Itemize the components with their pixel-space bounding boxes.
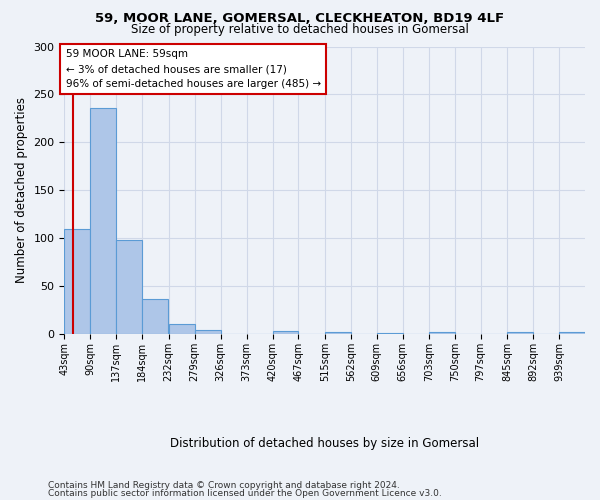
Text: Contains HM Land Registry data © Crown copyright and database right 2024.: Contains HM Land Registry data © Crown c… — [48, 481, 400, 490]
Bar — [272, 330, 298, 334]
Text: 59 MOOR LANE: 59sqm
← 3% of detached houses are smaller (17)
96% of semi-detache: 59 MOOR LANE: 59sqm ← 3% of detached hou… — [65, 50, 320, 89]
Bar — [325, 332, 351, 334]
Text: Contains public sector information licensed under the Open Government Licence v3: Contains public sector information licen… — [48, 488, 442, 498]
Bar — [91, 108, 116, 334]
Bar — [559, 332, 585, 334]
Text: 59, MOOR LANE, GOMERSAL, CLECKHEATON, BD19 4LF: 59, MOOR LANE, GOMERSAL, CLECKHEATON, BD… — [95, 12, 505, 26]
Bar — [429, 332, 455, 334]
Bar — [142, 299, 168, 334]
Bar — [194, 330, 221, 334]
Bar — [507, 332, 533, 334]
Bar — [116, 240, 142, 334]
Text: Size of property relative to detached houses in Gomersal: Size of property relative to detached ho… — [131, 22, 469, 36]
Y-axis label: Number of detached properties: Number of detached properties — [15, 98, 28, 284]
Bar — [169, 324, 194, 334]
X-axis label: Distribution of detached houses by size in Gomersal: Distribution of detached houses by size … — [170, 437, 479, 450]
Bar — [64, 229, 91, 334]
